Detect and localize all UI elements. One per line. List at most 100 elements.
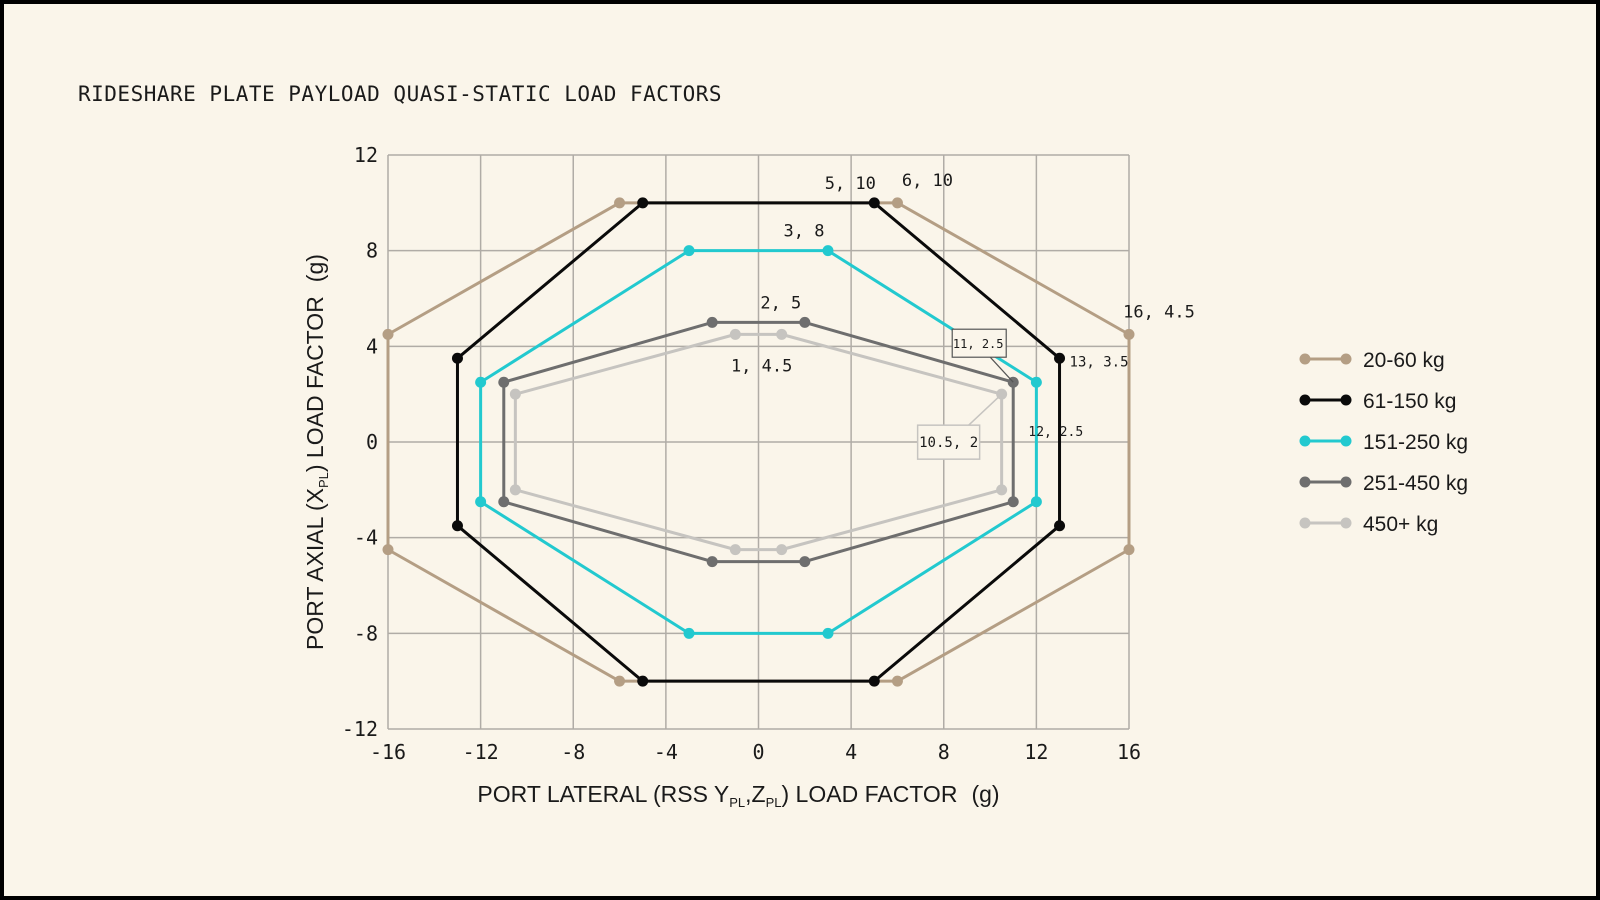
data-point — [1054, 352, 1066, 364]
annotation-label: 12, 2.5 — [1028, 425, 1083, 440]
data-point — [498, 376, 510, 388]
data-point — [1030, 496, 1042, 508]
x-tick-label: 12 — [1024, 740, 1048, 764]
annotation-label: 6, 10 — [902, 171, 953, 191]
data-point — [498, 496, 510, 508]
data-point — [683, 627, 695, 639]
y-tick-label: 0 — [366, 430, 378, 454]
data-point — [891, 675, 903, 687]
legend-label: 450+ kg — [1363, 513, 1438, 536]
data-point — [637, 675, 649, 687]
annotation-label: 13, 3.5 — [1070, 354, 1129, 370]
chart-grid — [387, 154, 1130, 730]
x-tick-label: -4 — [654, 740, 678, 764]
data-point — [891, 197, 903, 209]
annotation-label: 10.5, 2 — [919, 435, 978, 451]
x-tick-label: -16 — [370, 740, 406, 764]
legend-swatch-dot — [1299, 394, 1311, 406]
annotation-label: 3, 8 — [783, 222, 824, 242]
data-point — [729, 328, 741, 340]
data-point — [868, 197, 880, 209]
data-point — [475, 496, 487, 508]
y-tick-label: -8 — [354, 621, 378, 645]
x-tick-label: 16 — [1117, 740, 1141, 764]
data-point — [683, 245, 695, 257]
data-point — [706, 316, 718, 328]
callout-line — [968, 393, 1003, 426]
legend-item: 251-450 kg — [1299, 472, 1468, 495]
annotation-label: 5, 10 — [825, 174, 876, 194]
series-251-450-kg — [498, 316, 1019, 568]
callout-box — [951, 328, 1007, 358]
legend-swatch-dot — [1340, 435, 1352, 447]
data-point — [614, 197, 626, 209]
data-point — [1123, 544, 1135, 556]
legend-swatch-dot — [1299, 353, 1311, 365]
data-point — [1007, 496, 1019, 508]
legend-item: 61-150 kg — [1299, 390, 1456, 413]
legend-item: 20-60 kg — [1299, 349, 1445, 372]
data-point — [729, 544, 741, 556]
data-point — [382, 544, 394, 556]
legend-label: 20-60 kg — [1363, 349, 1445, 372]
data-point — [1123, 328, 1135, 340]
y-tick-label: 12 — [354, 143, 378, 167]
data-point — [776, 328, 788, 340]
data-point — [868, 675, 880, 687]
annotation-label: 2, 5 — [760, 293, 801, 313]
legend-swatch-dot — [1340, 476, 1352, 488]
data-point — [1054, 520, 1066, 532]
annotation-label: 1, 4.5 — [731, 356, 792, 376]
legend-swatch-dot — [1299, 517, 1311, 529]
page-title: RIDESHARE PLATE PAYLOAD QUASI-STATIC LOA… — [78, 82, 723, 106]
y-tick-label: -12 — [342, 717, 378, 741]
data-point — [382, 328, 394, 340]
y-tick-label: 8 — [366, 239, 378, 263]
y-tick-label: -4 — [354, 526, 378, 550]
data-point — [451, 352, 463, 364]
series-450-kg — [509, 328, 1008, 556]
x-tick-label: 4 — [845, 740, 857, 764]
y-tick-label: 4 — [366, 334, 378, 358]
legend-swatch-dot — [1340, 517, 1352, 529]
annotation-label: 11, 2.5 — [953, 337, 1004, 351]
x-tick-label: 0 — [752, 740, 764, 764]
data-point — [706, 556, 718, 568]
data-point — [637, 197, 649, 209]
legend-swatch-dot — [1340, 353, 1352, 365]
chart-series — [382, 197, 1135, 687]
legend-label: 251-450 kg — [1363, 472, 1468, 495]
data-point — [799, 556, 811, 568]
series-151-250-kg — [475, 245, 1042, 639]
data-point — [799, 316, 811, 328]
legend-swatch-dot — [1340, 394, 1352, 406]
x-tick-label: 8 — [938, 740, 950, 764]
series-20-60-kg — [382, 197, 1135, 687]
x-tick-label: -8 — [561, 740, 585, 764]
series-61-150-kg — [451, 197, 1066, 687]
x-tick-label: -12 — [463, 740, 499, 764]
legend-item: 151-250 kg — [1299, 431, 1468, 454]
x-axis-label: PORT LATERAL (RSS YPL,ZPL) LOAD FACTOR (g… — [477, 781, 999, 810]
data-point — [509, 388, 521, 400]
data-point — [451, 520, 463, 532]
callout-line — [989, 356, 1014, 383]
y-axis-label: PORT AXIAL (XPL) LOAD FACTOR(g) — [302, 254, 331, 650]
legend-swatch-dot — [1299, 435, 1311, 447]
data-point — [776, 544, 788, 556]
data-point — [822, 627, 834, 639]
data-point — [996, 484, 1008, 496]
annotation-label: 16, 4.5 — [1123, 302, 1195, 322]
data-point — [822, 245, 834, 257]
data-point — [475, 376, 487, 388]
legend-label: 61-150 kg — [1363, 390, 1456, 413]
legend-label: 151-250 kg — [1363, 431, 1468, 454]
data-point — [509, 484, 521, 496]
legend-item: 450+ kg — [1299, 513, 1438, 536]
callout-box — [916, 424, 981, 460]
point-annotations: 5, 10 6, 10 3, 8 16, 4.5 2, 5 1, 4.5 13, 3.5 12… — [731, 171, 1195, 460]
data-point — [1030, 376, 1042, 388]
